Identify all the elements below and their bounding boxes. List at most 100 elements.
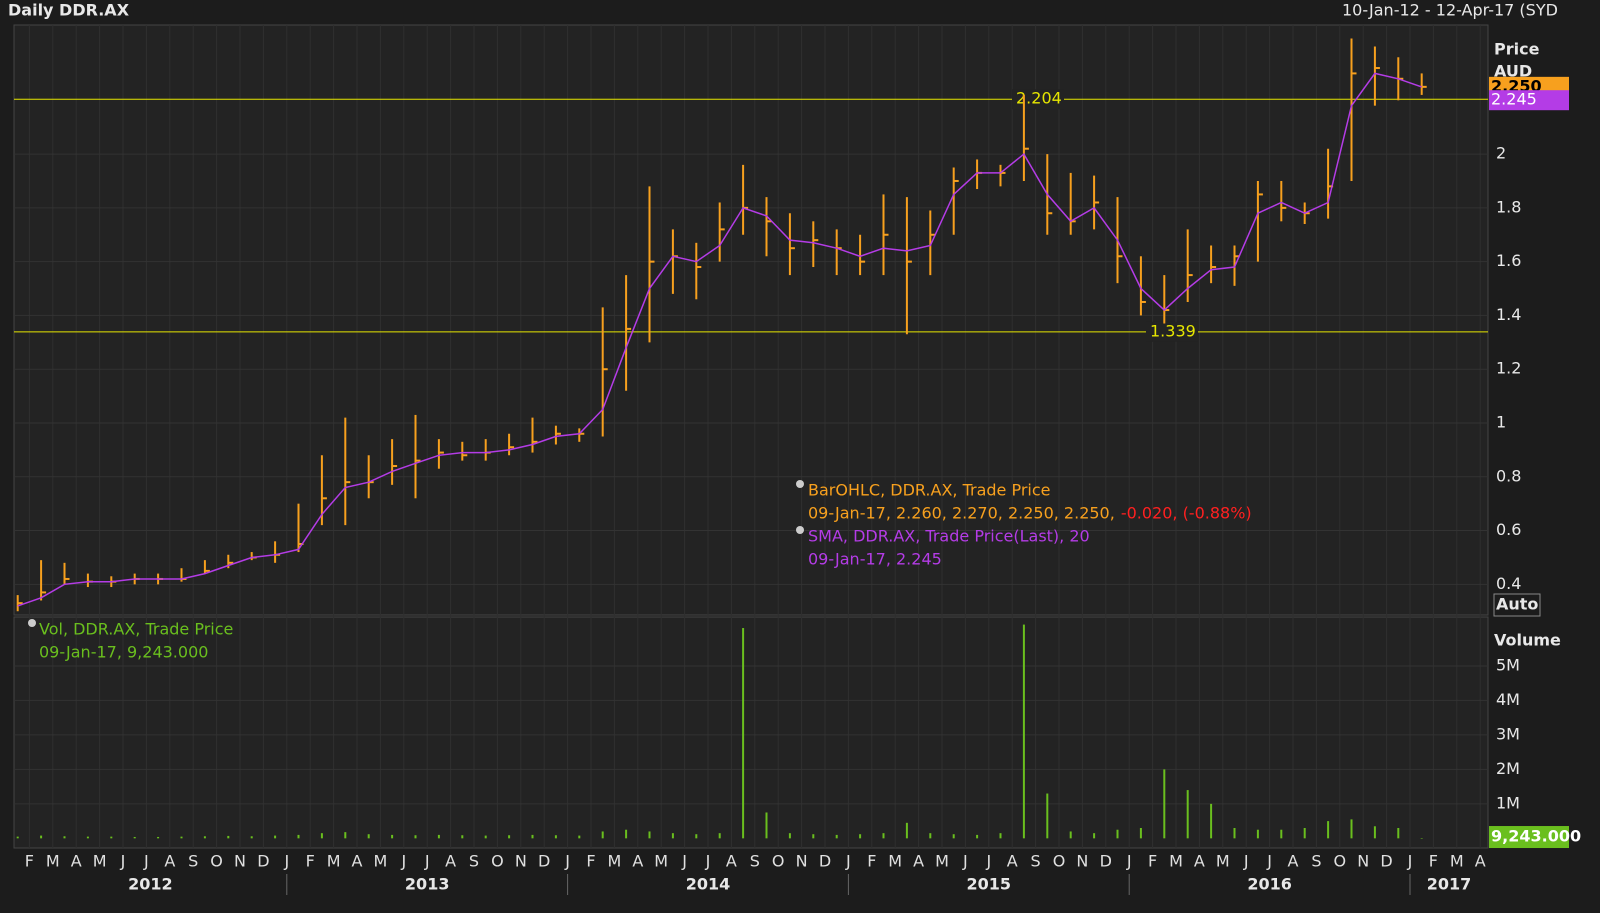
x-month-label: J bbox=[1266, 852, 1272, 871]
legend-text: Vol, DDR.AX, Trade Price bbox=[39, 620, 233, 639]
x-month-label: F bbox=[586, 852, 595, 871]
volume-bar bbox=[648, 831, 651, 839]
volume-bar bbox=[952, 834, 955, 839]
y-tick-label: 1.6 bbox=[1496, 251, 1521, 270]
volume-bar bbox=[531, 834, 534, 839]
last-value-label: 9,243.000 bbox=[1491, 827, 1581, 846]
volume-bar bbox=[508, 835, 511, 839]
volume-panel bbox=[13, 616, 1489, 849]
x-month-label: A bbox=[1475, 852, 1486, 871]
x-year-label: 2012 bbox=[128, 875, 173, 894]
x-month-label: J bbox=[845, 852, 851, 871]
volume-bar bbox=[250, 836, 253, 839]
x-month-label: M bbox=[935, 852, 949, 871]
volume-bar bbox=[227, 835, 230, 839]
volume-bar bbox=[578, 835, 581, 839]
volume-bar bbox=[63, 836, 66, 839]
x-month-label: D bbox=[819, 852, 831, 871]
volume-bar bbox=[1327, 821, 1330, 839]
x-month-label: A bbox=[1007, 852, 1018, 871]
volume-bar bbox=[695, 834, 698, 839]
legend-text: 09-Jan-17, 2.245 bbox=[808, 550, 942, 569]
volume-bar bbox=[391, 834, 394, 839]
chart-title: Daily DDR.AX bbox=[8, 1, 130, 20]
volume-bar bbox=[929, 833, 932, 839]
volume-bar bbox=[601, 831, 604, 839]
volume-bar bbox=[835, 834, 838, 839]
volume-bar bbox=[882, 833, 885, 839]
x-month-label: O bbox=[491, 852, 504, 871]
volume-bar bbox=[671, 833, 674, 839]
volume-bar bbox=[16, 836, 19, 839]
price-panel bbox=[13, 24, 1489, 616]
volume-bar bbox=[1303, 828, 1306, 839]
y-tick-label: 2 bbox=[1496, 144, 1506, 163]
x-year-label: 2017 bbox=[1427, 875, 1472, 894]
volume-bar bbox=[274, 835, 277, 839]
legend-icon bbox=[796, 480, 804, 488]
x-month-label: S bbox=[1031, 852, 1041, 871]
volume-bar bbox=[1420, 838, 1423, 839]
x-month-label: M bbox=[1169, 852, 1183, 871]
x-month-label: J bbox=[1126, 852, 1132, 871]
x-month-label: J bbox=[143, 852, 149, 871]
auto-button[interactable] bbox=[1493, 593, 1541, 617]
x-month-label: J bbox=[400, 852, 406, 871]
x-month-label: M bbox=[1450, 852, 1464, 871]
legend-text: 09-Jan-17, 2.260, 2.270, 2.250, 2.250, bbox=[808, 504, 1115, 523]
legend-text: BarOHLC, DDR.AX, Trade Price bbox=[808, 481, 1051, 500]
x-month-label: O bbox=[210, 852, 223, 871]
volume-bar bbox=[157, 836, 160, 839]
x-year-label: 2016 bbox=[1247, 875, 1292, 894]
price-unit: AUD bbox=[1494, 62, 1532, 81]
last-value-box bbox=[1489, 826, 1569, 849]
legend-icon bbox=[796, 526, 804, 534]
last-value-box bbox=[1489, 90, 1569, 111]
y-tick-label: 4M bbox=[1496, 690, 1520, 709]
x-month-label: M bbox=[93, 852, 107, 871]
x-month-label: N bbox=[1076, 852, 1088, 871]
volume-bar bbox=[1139, 828, 1142, 839]
sma-line bbox=[17, 72, 1422, 607]
x-year-label: 2014 bbox=[686, 875, 731, 894]
y-tick-label: 1.8 bbox=[1496, 197, 1521, 216]
volume-bar bbox=[718, 833, 721, 839]
x-month-label: F bbox=[25, 852, 34, 871]
x-month-label: S bbox=[469, 852, 479, 871]
volume-bar bbox=[320, 833, 323, 839]
x-month-label: J bbox=[120, 852, 126, 871]
volume-bar bbox=[484, 835, 487, 839]
volume-bar bbox=[110, 836, 113, 839]
volume-bar bbox=[367, 834, 370, 839]
volume-bar bbox=[1069, 831, 1072, 839]
legend-change: -0.020, (-0.88%) bbox=[1121, 504, 1252, 523]
y-tick-label: 0.6 bbox=[1496, 520, 1521, 539]
x-month-label: F bbox=[1148, 852, 1157, 871]
line-label-bg bbox=[1012, 89, 1064, 110]
x-month-label: A bbox=[164, 852, 175, 871]
x-month-label: A bbox=[1288, 852, 1299, 871]
x-month-label: A bbox=[1194, 852, 1205, 871]
x-month-label: O bbox=[1053, 852, 1066, 871]
x-month-label: D bbox=[1380, 852, 1392, 871]
x-month-label: M bbox=[654, 852, 668, 871]
x-year-label: 2015 bbox=[967, 875, 1012, 894]
volume-bar bbox=[297, 834, 300, 839]
x-month-label: J bbox=[1407, 852, 1413, 871]
x-month-label: F bbox=[306, 852, 315, 871]
x-month-label: A bbox=[726, 852, 737, 871]
volume-bar bbox=[203, 836, 206, 839]
y-tick-label: 1M bbox=[1496, 793, 1520, 812]
x-month-label: J bbox=[681, 852, 687, 871]
horizontal-line-label: 1.339 bbox=[1150, 321, 1196, 340]
x-month-label: M bbox=[1216, 852, 1230, 871]
x-month-label: N bbox=[796, 852, 808, 871]
x-month-label: M bbox=[46, 852, 60, 871]
volume-bar bbox=[1093, 833, 1096, 839]
legend-text: SMA, DDR.AX, Trade Price(Last), 20 bbox=[808, 527, 1090, 546]
line-label-bg bbox=[1146, 321, 1198, 342]
volume-bar bbox=[1350, 819, 1353, 839]
x-month-label: D bbox=[1100, 852, 1112, 871]
